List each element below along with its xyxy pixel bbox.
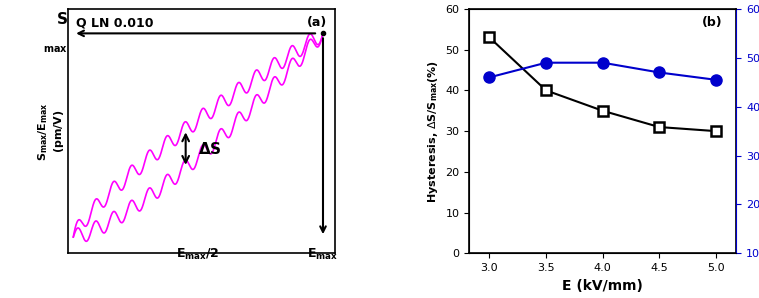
- Y-axis label: $\mathbf{S_{max}/E_{max}}$
$\mathbf{(pm/V)}$: $\mathbf{S_{max}/E_{max}}$ $\mathbf{(pm/…: [36, 102, 65, 161]
- Text: $\mathbf{\Delta S}$: $\mathbf{\Delta S}$: [198, 141, 222, 157]
- X-axis label: E (kV/mm): E (kV/mm): [562, 279, 643, 293]
- Text: $\mathbf{max}$: $\mathbf{max}$: [43, 44, 68, 54]
- Y-axis label: Hysteresis, $\Delta\mathbf{S/S_{max}}$(%): Hysteresis, $\Delta\mathbf{S/S_{max}}$(%…: [426, 60, 439, 203]
- Text: (a): (a): [307, 16, 327, 29]
- Text: $\mathbf{E_{max}}$: $\mathbf{E_{max}}$: [307, 247, 339, 262]
- Text: (b): (b): [702, 16, 723, 29]
- Text: Q LN 0.010: Q LN 0.010: [77, 16, 154, 29]
- Text: $\mathbf{E_{max}/2}$: $\mathbf{E_{max}/2}$: [176, 247, 220, 262]
- Text: $\mathbf{S}$: $\mathbf{S}$: [56, 11, 68, 27]
